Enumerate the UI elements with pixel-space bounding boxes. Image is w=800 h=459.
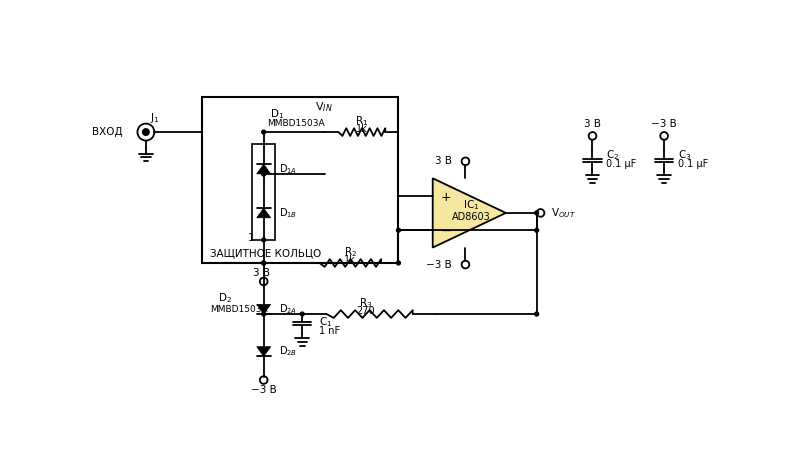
Text: D$_2$: D$_2$ xyxy=(218,291,231,304)
FancyBboxPatch shape xyxy=(252,144,275,240)
Circle shape xyxy=(534,211,538,215)
Text: V$_{OUT}$: V$_{OUT}$ xyxy=(550,206,576,220)
Circle shape xyxy=(262,238,266,242)
Text: 0.1 μF: 0.1 μF xyxy=(678,159,708,169)
Text: ЗАЩИТНОЕ КОЛЬЦО: ЗАЩИТНОЕ КОЛЬЦО xyxy=(210,249,321,259)
Text: MMBD1503A: MMBD1503A xyxy=(267,119,325,128)
Text: −3 В: −3 В xyxy=(651,118,677,129)
Polygon shape xyxy=(257,164,270,174)
Circle shape xyxy=(262,261,266,265)
Text: +: + xyxy=(441,190,451,204)
Text: C$_3$: C$_3$ xyxy=(678,148,691,162)
Polygon shape xyxy=(433,178,506,247)
Text: J$_1$: J$_1$ xyxy=(150,111,159,125)
Text: R$_2$: R$_2$ xyxy=(344,245,357,259)
Text: IC$_1$: IC$_1$ xyxy=(463,198,480,212)
Polygon shape xyxy=(257,304,270,314)
Circle shape xyxy=(534,312,538,316)
Text: R$_3$: R$_3$ xyxy=(359,297,373,310)
Text: −3 В: −3 В xyxy=(251,385,277,395)
Circle shape xyxy=(262,312,266,316)
Polygon shape xyxy=(257,347,270,356)
Text: 1: 1 xyxy=(248,233,254,242)
Circle shape xyxy=(397,261,400,265)
Text: 1k: 1k xyxy=(356,124,368,134)
Circle shape xyxy=(300,312,304,316)
Text: AD8603: AD8603 xyxy=(452,212,491,222)
Text: D$_{2A}$: D$_{2A}$ xyxy=(279,302,298,316)
Circle shape xyxy=(262,172,266,176)
Text: D$_{1B}$: D$_{1B}$ xyxy=(279,206,298,220)
Text: MMBD1503A: MMBD1503A xyxy=(210,305,267,313)
Circle shape xyxy=(534,228,538,232)
Text: 0.1 μF: 0.1 μF xyxy=(606,159,637,169)
Text: 3 В: 3 В xyxy=(253,268,270,278)
Text: 1 nF: 1 nF xyxy=(319,326,340,336)
Text: −: − xyxy=(441,224,452,238)
Text: D$_{1A}$: D$_{1A}$ xyxy=(279,162,298,176)
FancyBboxPatch shape xyxy=(202,97,398,263)
Text: V$_{IN}$: V$_{IN}$ xyxy=(314,100,332,113)
Circle shape xyxy=(262,261,266,265)
Text: −3 В: −3 В xyxy=(426,259,451,269)
Text: 1k: 1k xyxy=(345,255,356,265)
Text: R$_1$: R$_1$ xyxy=(355,114,369,128)
Text: 3 В: 3 В xyxy=(434,157,451,166)
Text: ВХОД: ВХОД xyxy=(92,127,122,137)
Text: D$_{2B}$: D$_{2B}$ xyxy=(279,345,298,358)
Text: 270: 270 xyxy=(357,306,375,316)
Polygon shape xyxy=(257,208,270,218)
Text: C$_2$: C$_2$ xyxy=(606,148,619,162)
Circle shape xyxy=(397,228,400,232)
Circle shape xyxy=(143,129,149,135)
Text: D$_1$: D$_1$ xyxy=(270,107,284,121)
Circle shape xyxy=(262,172,266,176)
Text: 3 В: 3 В xyxy=(584,118,601,129)
Circle shape xyxy=(262,130,266,134)
Text: C$_1$: C$_1$ xyxy=(319,315,333,329)
